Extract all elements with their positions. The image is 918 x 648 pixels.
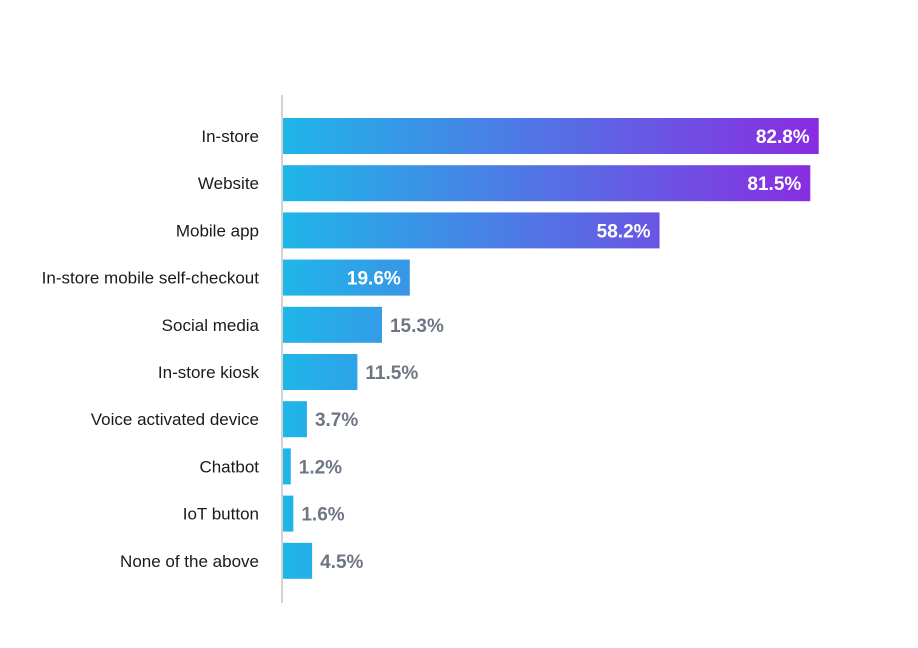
category-labels-group: In-store Website Mobile app In-store mobile…	[42, 127, 260, 571]
value-label: 19.6%	[347, 269, 401, 290]
category-label: None of the above	[120, 552, 259, 571]
bar-0	[283, 118, 819, 154]
value-label: 1.6%	[301, 505, 344, 526]
bar-8	[283, 495, 294, 532]
bar-5	[283, 354, 358, 390]
bar-6	[283, 401, 307, 438]
value-label: 11.5%	[365, 363, 418, 384]
category-label: Chatbot	[199, 457, 259, 476]
value-label: 1.2%	[299, 457, 342, 478]
bar-2	[283, 212, 660, 249]
value-label: 82.8%	[756, 127, 810, 148]
value-label: 58.2%	[597, 221, 651, 242]
bars-group	[283, 118, 819, 579]
value-label: 3.7%	[315, 410, 358, 431]
category-label: In-store	[201, 127, 259, 146]
category-label: Mobile app	[176, 221, 259, 240]
value-label: 15.3%	[390, 316, 444, 337]
category-label: Voice activated device	[91, 410, 259, 429]
category-label: In-store kiosk	[158, 363, 260, 382]
category-label: Website	[198, 174, 259, 193]
bar-7	[283, 448, 291, 485]
bar-1	[283, 165, 811, 202]
category-label: Social media	[162, 316, 260, 335]
value-label: 4.5%	[320, 552, 363, 573]
bar-9	[283, 542, 313, 579]
bar-3	[283, 259, 410, 296]
bar-4	[283, 306, 382, 343]
value-label: 81.5%	[747, 174, 801, 195]
category-label: IoT button	[183, 505, 259, 524]
category-label: In-store mobile self-checkout	[42, 269, 260, 288]
value-labels-group: 82.8% 81.5% 58.2% 19.6% 15.3% 11.5% 3.7% 1.2% 1.…	[299, 127, 810, 573]
